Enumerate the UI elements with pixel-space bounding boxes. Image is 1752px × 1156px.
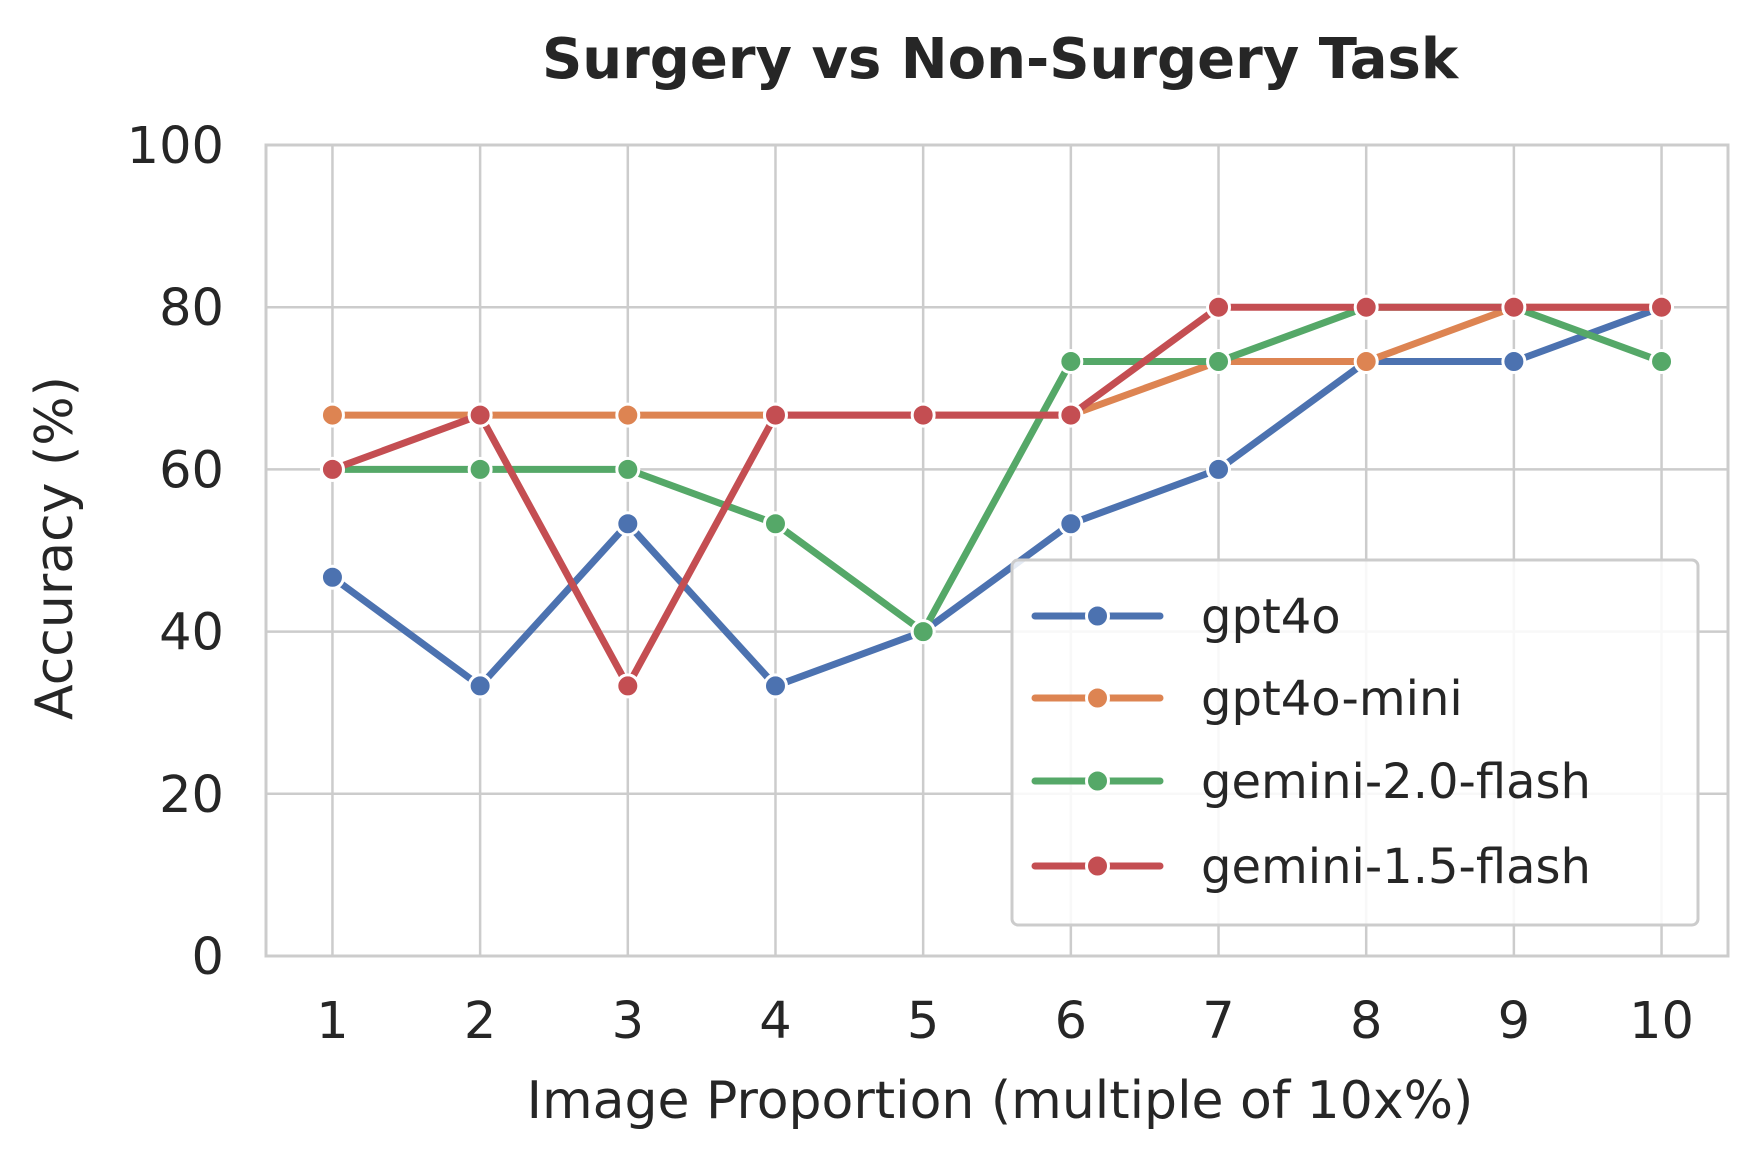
x-tick-label: 6 [1055,992,1087,1051]
data-point [1206,349,1232,375]
data-point [762,511,788,537]
legend-label: gpt4o [1201,589,1341,645]
legend-item: gemini-1.5-flash [1031,839,1591,895]
data-point [319,402,345,428]
data-point [762,673,788,699]
x-axis-ticks: 1 2 3 4 5 6 7 8 9 10 [316,992,1694,1051]
y-axis-ticks: 0 20 40 60 80 100 [127,117,224,987]
x-tick-label: 3 [612,992,644,1051]
data-point [615,673,641,699]
plot-border [264,143,1730,958]
legend-marker [1085,685,1110,711]
data-point [319,456,345,482]
legend-marker [1085,603,1110,629]
x-axis-label: Image Proportion (multiple of 10x%) [527,1071,1474,1131]
data-point [467,673,493,699]
series-layer [319,294,1675,699]
legend-item: gpt4o-mini [1031,671,1463,727]
data-point [1058,349,1084,375]
data-point [1058,511,1084,537]
legend-marker [1085,853,1110,879]
data-point [467,456,493,482]
x-tick-label: 9 [1498,992,1530,1051]
x-tick-label: 1 [316,992,348,1051]
data-point [319,564,345,590]
legend: gpt4o gpt4o-mini gemini-2.0-flash gemini-1.… [1010,558,1700,927]
data-point [910,402,936,428]
series-line [328,303,1666,690]
series-gemini-1.5-flash [319,294,1675,699]
y-tick-label: 0 [192,928,224,987]
data-point [1501,294,1527,320]
data-point [615,402,641,428]
data-point [467,402,493,428]
data-point [1501,349,1527,375]
data-point [910,619,936,645]
x-tick-label: 5 [907,992,939,1051]
legend-label: gpt4o-mini [1201,671,1463,727]
legend-label: gemini-1.5-flash [1201,839,1591,895]
data-point [1206,294,1232,320]
data-point [1353,349,1379,375]
legend-box [1010,558,1700,927]
data-point [1058,402,1084,428]
x-tick-label: 7 [1202,992,1234,1051]
y-tick-label: 80 [159,279,224,338]
x-tick-label: 10 [1629,992,1694,1051]
data-point [1353,294,1379,320]
x-tick-label: 2 [464,992,496,1051]
y-axis-label: Accuracy (%) [25,376,85,720]
data-point [1649,294,1675,320]
data-point [615,511,641,537]
y-tick-label: 100 [127,117,224,176]
y-tick-label: 60 [159,441,224,500]
data-point [762,402,788,428]
data-point [615,456,641,482]
legend-marker [1085,768,1110,794]
data-point [1206,456,1232,482]
y-tick-label: 40 [159,604,224,663]
x-tick-label: 8 [1350,992,1382,1051]
series-line [328,303,1666,690]
legend-item: gemini-2.0-flash [1031,754,1591,810]
y-tick-label: 20 [159,766,224,825]
data-point [1649,349,1675,375]
x-tick-label: 4 [759,992,791,1051]
legend-label: gemini-2.0-flash [1201,754,1591,810]
chart-title: Surgery vs Non-Surgery Task [542,27,1460,92]
legend-item: gpt4o [1031,589,1341,645]
